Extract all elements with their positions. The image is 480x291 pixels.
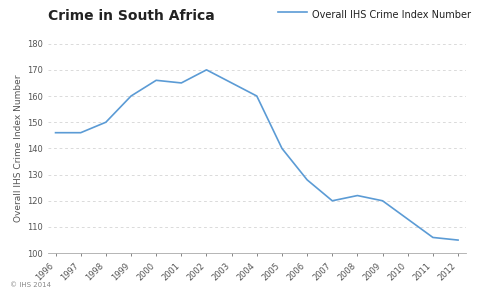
Overall IHS Crime Index Number bbox=[179, 81, 184, 85]
Overall IHS Crime Index Number bbox=[78, 131, 84, 134]
Overall IHS Crime Index Number bbox=[103, 120, 109, 124]
Overall IHS Crime Index Number bbox=[304, 178, 310, 182]
Overall IHS Crime Index Number bbox=[53, 131, 59, 134]
Overall IHS Crime Index Number bbox=[455, 238, 461, 242]
Overall IHS Crime Index Number bbox=[254, 94, 260, 98]
Overall IHS Crime Index Number bbox=[405, 217, 410, 221]
Text: © IHS 2014: © IHS 2014 bbox=[10, 282, 50, 288]
Overall IHS Crime Index Number bbox=[329, 199, 335, 203]
Overall IHS Crime Index Number bbox=[430, 236, 436, 239]
Overall IHS Crime Index Number bbox=[279, 147, 285, 150]
Text: Crime in South Africa: Crime in South Africa bbox=[48, 9, 215, 23]
Text: Overall IHS Crime Index Number: Overall IHS Crime Index Number bbox=[312, 10, 471, 20]
Overall IHS Crime Index Number bbox=[355, 194, 360, 197]
Overall IHS Crime Index Number bbox=[128, 94, 134, 98]
Overall IHS Crime Index Number bbox=[380, 199, 385, 203]
Overall IHS Crime Index Number bbox=[229, 81, 235, 85]
Overall IHS Crime Index Number bbox=[153, 79, 159, 82]
Y-axis label: Overall IHS Crime Index Number: Overall IHS Crime Index Number bbox=[14, 75, 23, 222]
Overall IHS Crime Index Number bbox=[204, 68, 209, 72]
Line: Overall IHS Crime Index Number: Overall IHS Crime Index Number bbox=[56, 70, 458, 240]
